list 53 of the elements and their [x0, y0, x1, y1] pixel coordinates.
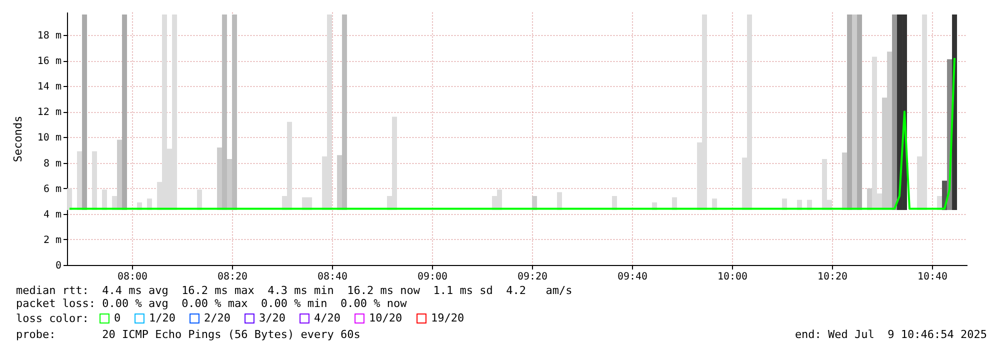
legend-label: 0: [114, 312, 121, 325]
legend-label: 3/20: [259, 312, 286, 325]
text: median rtt: 4.4 ms avg 16.2 ms max 4.3 ms min 16.2 ms now 1.1 ms sd 4.2 am/s: [16, 284, 572, 297]
bar: [847, 14, 852, 210]
x-tick-label: 08:40: [317, 272, 348, 282]
bar: [92, 151, 98, 210]
x-tick-label: 10:40: [917, 272, 948, 282]
bar: [867, 188, 872, 210]
y-tick-label: 8 m: [43, 158, 62, 170]
x-tick-label: 08:20: [217, 272, 248, 282]
legend-label: 1/20: [149, 312, 176, 325]
text: probe: 20 ICMP Echo Pings (56 Bytes) every 60s: [16, 328, 360, 341]
bar: [117, 140, 122, 210]
x-tick-label: 10:20: [817, 272, 848, 282]
y-tick-label: 2 m: [43, 234, 62, 246]
legend-title: loss color:: [16, 312, 89, 325]
x-tick-label: 09:40: [617, 272, 648, 282]
y-tick-label: 6 m: [43, 184, 62, 195]
text: end: Wed Jul 9 10:46:54 2025: [794, 328, 987, 341]
bar: [122, 14, 128, 210]
y-tick-label: 0: [55, 260, 62, 272]
y-tick-label: 14 m: [37, 82, 62, 93]
y-tick-label: 18 m: [37, 30, 62, 42]
legend-label: 4/20: [314, 312, 340, 325]
legend-label: 19/20: [431, 312, 464, 325]
y-axis-title: Seconds: [11, 116, 24, 162]
y-tick-label: 16 m: [37, 56, 62, 68]
bar: [852, 14, 857, 210]
bar: [337, 155, 342, 210]
bar: [232, 14, 238, 210]
x-tick-label: 09:20: [517, 272, 548, 282]
bar: [842, 152, 848, 210]
x-tick-label: 08:00: [117, 272, 148, 282]
x-tick-label: 10:00: [717, 272, 748, 282]
bar: [892, 14, 898, 210]
x-tick-label: 09:00: [417, 272, 448, 282]
bar: [67, 188, 72, 210]
bar: [857, 14, 862, 210]
legend-label: 2/20: [204, 312, 230, 325]
bar: [197, 190, 202, 210]
y-tick-label: 10 m: [37, 132, 62, 144]
bar: [82, 14, 88, 210]
legend-label: 10/20: [369, 312, 402, 325]
y-tick-label: 12 m: [37, 107, 62, 118]
bar: [217, 147, 222, 210]
bar: [222, 14, 227, 210]
text: packet loss: 0.00 % avg 0.00 % max 0.00 % min 0.00 % now: [16, 297, 407, 310]
y-tick-label: 4 m: [43, 209, 62, 220]
bar: [227, 158, 232, 210]
line-series: [68, 57, 956, 210]
bar: [342, 14, 347, 210]
bar: [77, 151, 82, 210]
bar: [102, 190, 107, 210]
